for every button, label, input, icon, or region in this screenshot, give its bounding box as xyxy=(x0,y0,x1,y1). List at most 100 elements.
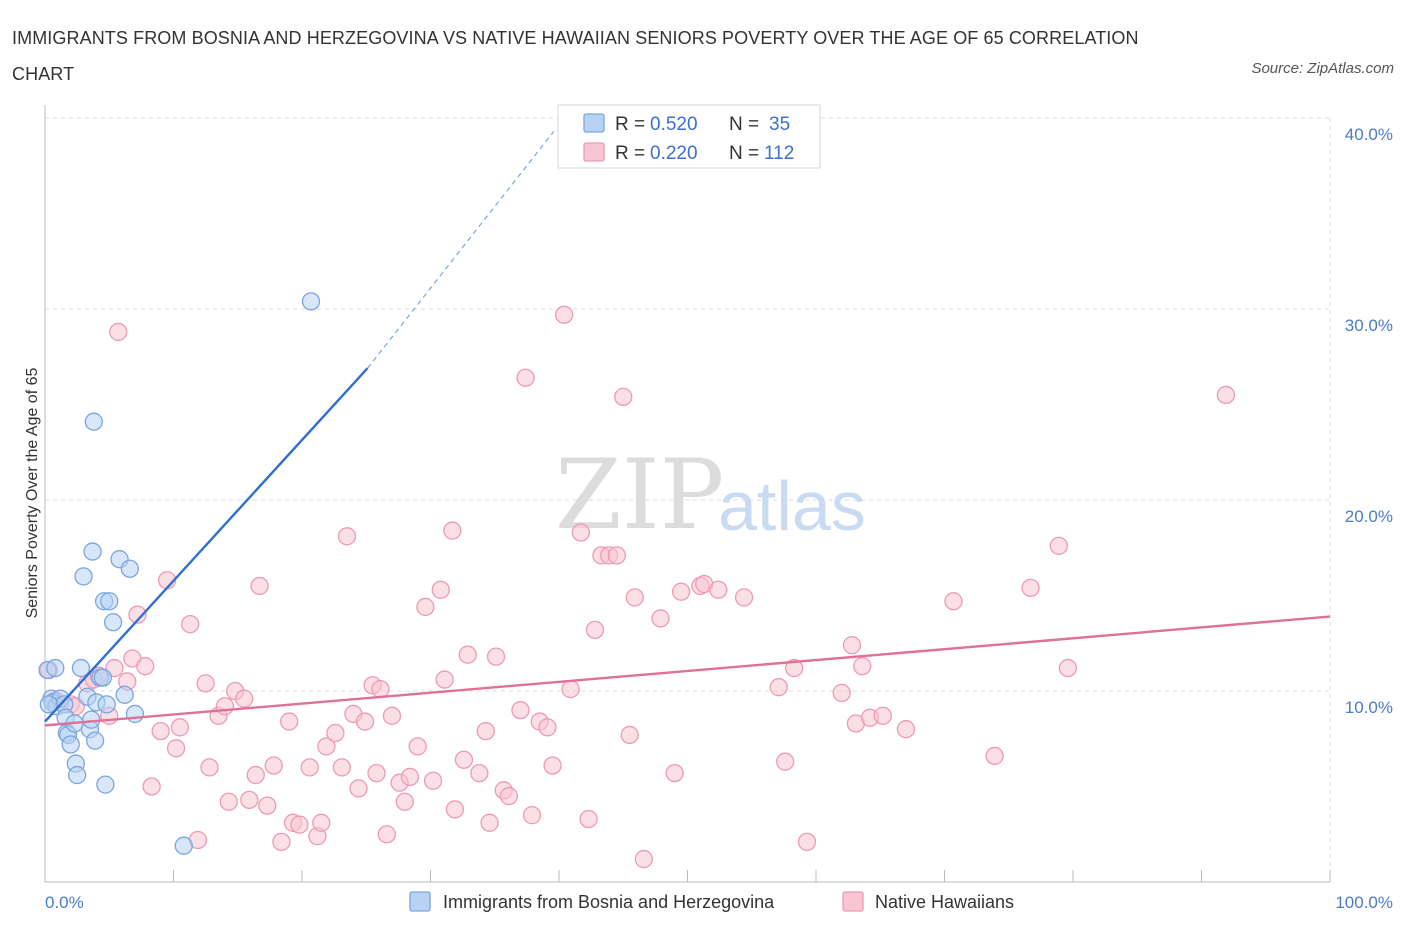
watermark-atlas: atlas xyxy=(718,467,866,545)
data-point xyxy=(665,763,684,783)
data-point xyxy=(511,700,530,720)
data-point xyxy=(181,615,200,634)
legend-n-value: 112 xyxy=(764,143,794,164)
legend-r-value: 0.520 xyxy=(650,114,698,135)
legend-swatch-bosnia xyxy=(583,113,605,133)
data-point xyxy=(82,710,101,729)
data-point xyxy=(769,678,788,697)
data-point xyxy=(61,735,80,754)
legend-r-label: R = xyxy=(615,114,645,135)
legend-n-value: 35 xyxy=(769,114,790,135)
series-legend-label-bosnia: Immigrants from Bosnia and Herzegovina xyxy=(443,892,775,912)
data-point xyxy=(128,605,147,624)
data-point xyxy=(83,542,102,561)
data-point xyxy=(776,752,795,771)
data-point xyxy=(97,695,116,714)
x-tick-labels: 0.0% 100.0% xyxy=(45,893,1393,912)
data-point xyxy=(1058,658,1078,678)
data-point xyxy=(832,683,851,703)
y-tick-label: 20.0% xyxy=(1345,507,1393,526)
data-point xyxy=(571,523,590,542)
data-point xyxy=(67,765,87,785)
x-tick-label: 0.0% xyxy=(45,893,84,912)
data-point xyxy=(985,746,1004,766)
data-point xyxy=(272,832,291,852)
data-point xyxy=(614,387,633,407)
data-point xyxy=(435,670,454,689)
data-point xyxy=(290,815,309,834)
data-point xyxy=(458,645,477,664)
data-point xyxy=(115,685,134,704)
data-point xyxy=(96,775,115,794)
x-tick-label: 100.0% xyxy=(1335,893,1393,912)
data-point xyxy=(136,657,155,676)
data-point xyxy=(538,718,557,737)
data-point xyxy=(395,792,414,811)
data-point xyxy=(120,559,139,578)
legend-n-label: N = xyxy=(729,143,759,164)
data-point xyxy=(215,697,235,716)
y-tick-labels: 10.0% 20.0% 30.0% 40.0% xyxy=(1345,125,1393,717)
data-point xyxy=(235,689,254,708)
data-point xyxy=(240,790,259,810)
data-point xyxy=(246,765,265,785)
trend-line-bosnia-extension xyxy=(367,130,555,369)
y-tick-label: 10.0% xyxy=(1345,698,1393,717)
data-point xyxy=(93,668,112,687)
correlation-legend: R = 0.520 N = 35 R = 0.220 N = 112 xyxy=(557,104,821,169)
data-point xyxy=(301,292,321,311)
data-point xyxy=(853,657,872,676)
y-axis-label: Seniors Poverty Over the Age of 65 xyxy=(24,368,41,619)
data-point xyxy=(408,737,427,756)
axes xyxy=(44,105,1331,883)
data-point xyxy=(300,758,319,777)
data-point xyxy=(151,721,170,741)
series-legend-swatch-hawaiian xyxy=(842,891,864,912)
data-point xyxy=(174,836,193,855)
data-point xyxy=(625,588,644,607)
data-point xyxy=(797,832,817,852)
data-point xyxy=(142,777,161,796)
data-point xyxy=(264,756,283,775)
data-point xyxy=(579,809,598,829)
native-hawaiians-points xyxy=(39,305,1236,869)
data-point xyxy=(400,767,420,787)
data-point xyxy=(84,412,103,431)
watermark: ZIP atlas xyxy=(555,439,866,551)
data-point xyxy=(349,779,368,798)
data-point xyxy=(734,588,754,607)
data-point xyxy=(219,792,238,811)
data-point xyxy=(554,305,574,324)
data-point xyxy=(423,771,443,790)
data-point xyxy=(443,521,462,540)
data-point xyxy=(486,647,506,666)
data-point xyxy=(377,825,396,844)
legend-r-label: R = xyxy=(615,143,645,164)
y-tick-label: 40.0% xyxy=(1345,125,1393,144)
data-point xyxy=(371,679,390,699)
chart-title: IMMIGRANTS FROM BOSNIA AND HERZEGOVINA V… xyxy=(12,28,1139,84)
data-point xyxy=(170,718,190,737)
data-point xyxy=(416,597,435,617)
series-legend-swatch-bosnia xyxy=(409,891,431,912)
legend-swatch-hawaiian xyxy=(583,142,605,162)
data-point xyxy=(196,674,215,693)
data-point xyxy=(522,806,542,825)
data-point xyxy=(671,582,691,601)
data-point xyxy=(317,737,336,756)
data-point xyxy=(1021,578,1040,598)
data-point xyxy=(454,750,474,769)
data-point xyxy=(873,706,892,725)
data-point xyxy=(1216,385,1236,405)
data-point xyxy=(166,739,186,758)
data-point xyxy=(337,527,357,546)
data-point xyxy=(476,721,495,741)
source-label: Source: ZipAtlas.com xyxy=(1251,60,1394,77)
data-point xyxy=(516,368,535,387)
series-legend: Immigrants from Bosnia and Herzegovina N… xyxy=(409,891,1014,912)
trend-line-hawaiian xyxy=(44,615,1331,727)
data-point xyxy=(620,725,639,745)
data-point xyxy=(585,620,605,640)
data-point xyxy=(431,580,450,599)
